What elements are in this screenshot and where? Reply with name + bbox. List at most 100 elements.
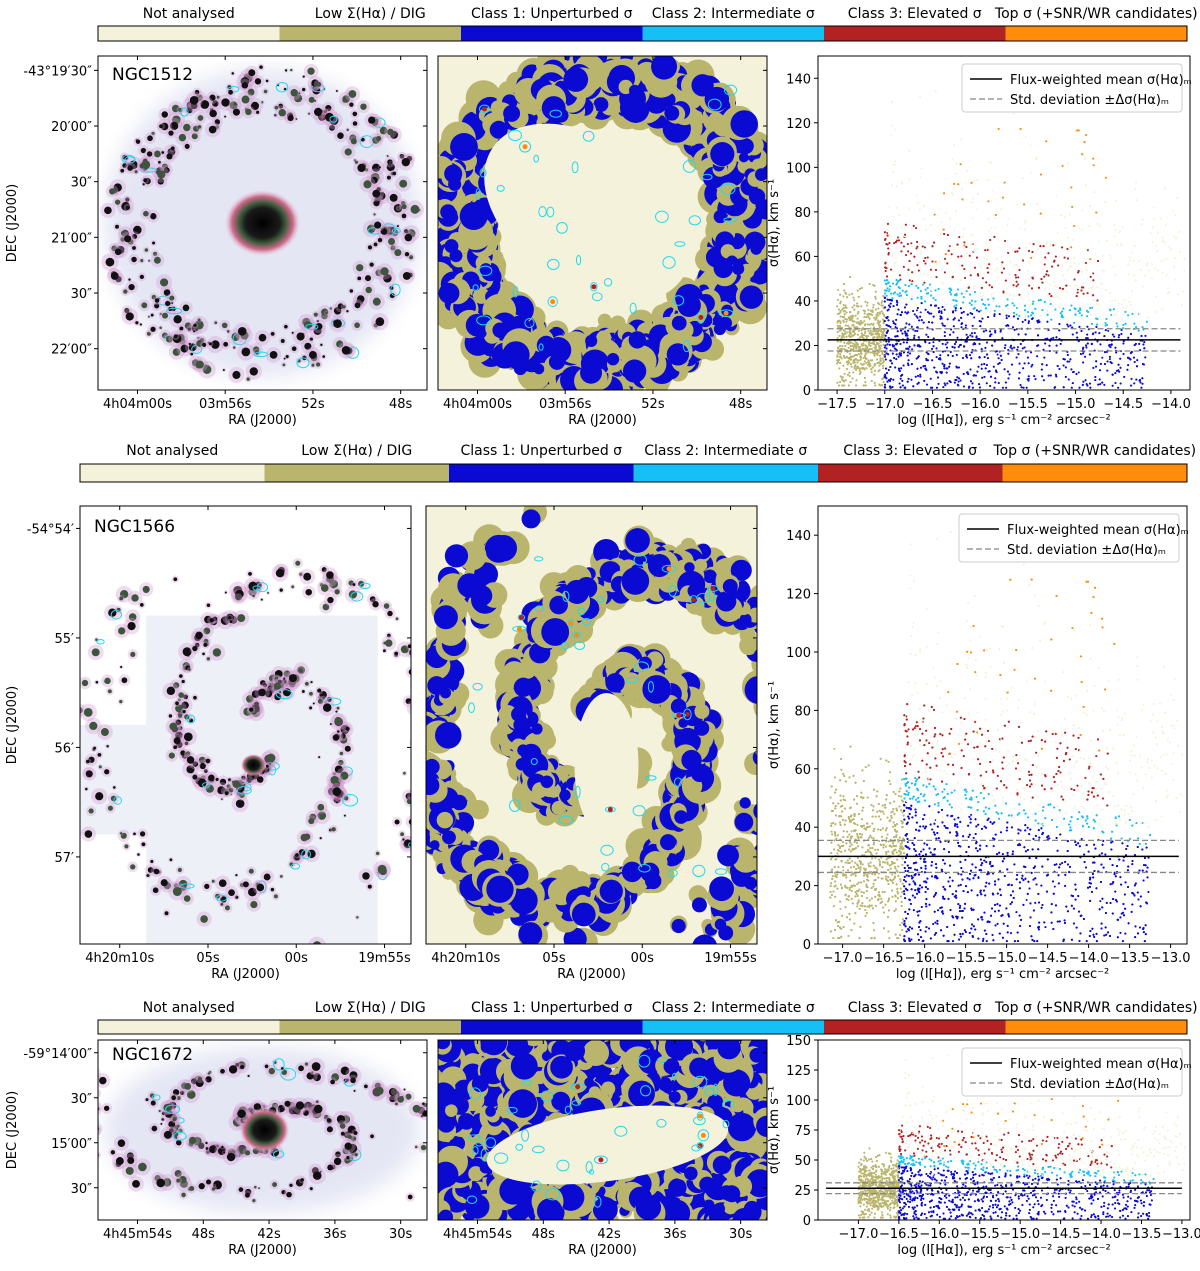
region-contour — [479, 104, 490, 114]
emission-knot — [197, 115, 204, 121]
emission-knot — [166, 153, 173, 160]
dec-tick-label: 30″ — [71, 176, 93, 191]
emission-knot — [231, 332, 240, 341]
emission-knot — [179, 326, 184, 331]
region-contour — [275, 82, 289, 93]
class1-patch — [580, 361, 603, 384]
region-contour — [682, 159, 696, 173]
point-not-analysed — [1064, 227, 1067, 230]
emission-knot — [183, 123, 191, 132]
class1-patch — [438, 282, 460, 304]
emission-knot — [127, 165, 134, 171]
emission-knot — [404, 233, 413, 242]
emission-knot — [209, 109, 217, 118]
elevated-region — [723, 310, 729, 316]
emission-knot — [258, 333, 267, 342]
emission-knot — [256, 110, 260, 114]
emission-knot — [159, 124, 163, 129]
class1-patch — [748, 188, 766, 205]
legend-label: Class 2: Intermediate σ — [644, 443, 807, 459]
emission-knot — [200, 100, 210, 109]
emission-knot — [316, 319, 320, 323]
emission-knot — [389, 293, 395, 299]
emission-knot — [141, 160, 151, 170]
emission-knot — [320, 343, 323, 347]
point-class — [1108, 358, 1111, 361]
emission-knot — [294, 94, 303, 103]
emission-knot — [229, 101, 238, 110]
emission-knot — [160, 278, 169, 287]
region-contour — [590, 281, 598, 292]
emission-knot — [113, 183, 122, 192]
class1-patch — [489, 120, 508, 139]
ra-tick-label: 03m56s — [199, 397, 252, 412]
emission-knot — [184, 322, 192, 330]
emission-knot — [336, 340, 344, 348]
emission-knot — [131, 256, 137, 263]
class1-patch — [606, 353, 620, 366]
emission-knot — [348, 90, 357, 98]
emission-knot — [152, 241, 156, 245]
emission-knot — [290, 68, 293, 72]
point-not-analysed — [892, 270, 895, 273]
class1-patch — [750, 243, 762, 255]
emission-knot — [284, 69, 288, 72]
region-contour — [140, 167, 157, 173]
legend-label: Class 3: Elevated σ — [848, 1000, 982, 1016]
emission-knot — [311, 363, 315, 367]
emission-knot — [386, 175, 391, 180]
emission-knot — [287, 114, 294, 122]
emission-knot — [140, 147, 147, 154]
point-not-analysed — [947, 312, 950, 315]
emission-knot — [401, 157, 410, 167]
class1-patch — [563, 67, 589, 92]
point-not-analysed — [975, 208, 978, 211]
point-class — [921, 283, 924, 286]
region-contour — [496, 185, 505, 192]
region-contour — [165, 307, 183, 315]
emission-knot — [298, 92, 301, 95]
emission-knot — [342, 95, 350, 103]
region-contour — [519, 140, 532, 153]
region-contour — [512, 286, 519, 298]
point-not-analysed — [988, 246, 991, 249]
emission-knot — [161, 111, 168, 118]
emission-knot — [335, 89, 338, 92]
class1-patch — [666, 343, 690, 366]
emission-knot — [245, 108, 252, 116]
emission-knot — [365, 286, 372, 294]
emission-knot — [214, 321, 218, 325]
emission-knot — [269, 351, 278, 359]
emission-knot — [133, 225, 142, 235]
class1-patch — [503, 104, 521, 122]
emission-knot — [150, 213, 157, 220]
emission-knot — [270, 332, 275, 336]
point-dig — [863, 360, 866, 363]
class1-patch — [450, 133, 478, 161]
emission-knot — [372, 189, 381, 198]
class1-patch — [713, 258, 734, 279]
dec-tick-label: -43°19′30″ — [23, 64, 92, 79]
emission-knot — [134, 170, 138, 174]
emission-knot — [173, 315, 182, 324]
emission-knot — [254, 78, 262, 85]
emission-knot — [399, 153, 405, 159]
class1-patch — [739, 285, 764, 309]
emission-knot — [360, 137, 365, 142]
emission-knot — [377, 237, 383, 243]
emission-knot — [202, 342, 207, 347]
emission-knot — [123, 289, 128, 294]
legend-swatch — [1005, 26, 1187, 41]
emission-knot — [373, 213, 376, 216]
emission-knot — [105, 257, 115, 267]
emission-knot — [365, 168, 369, 172]
region-contour — [655, 210, 669, 223]
emission-knot — [376, 135, 382, 142]
emission-knot — [171, 104, 180, 113]
region-contour — [720, 183, 736, 195]
emission-knot — [357, 295, 365, 303]
point-class — [1107, 329, 1110, 332]
emission-knot — [285, 355, 289, 359]
emission-knot — [388, 238, 396, 245]
emission-knot — [153, 251, 158, 256]
